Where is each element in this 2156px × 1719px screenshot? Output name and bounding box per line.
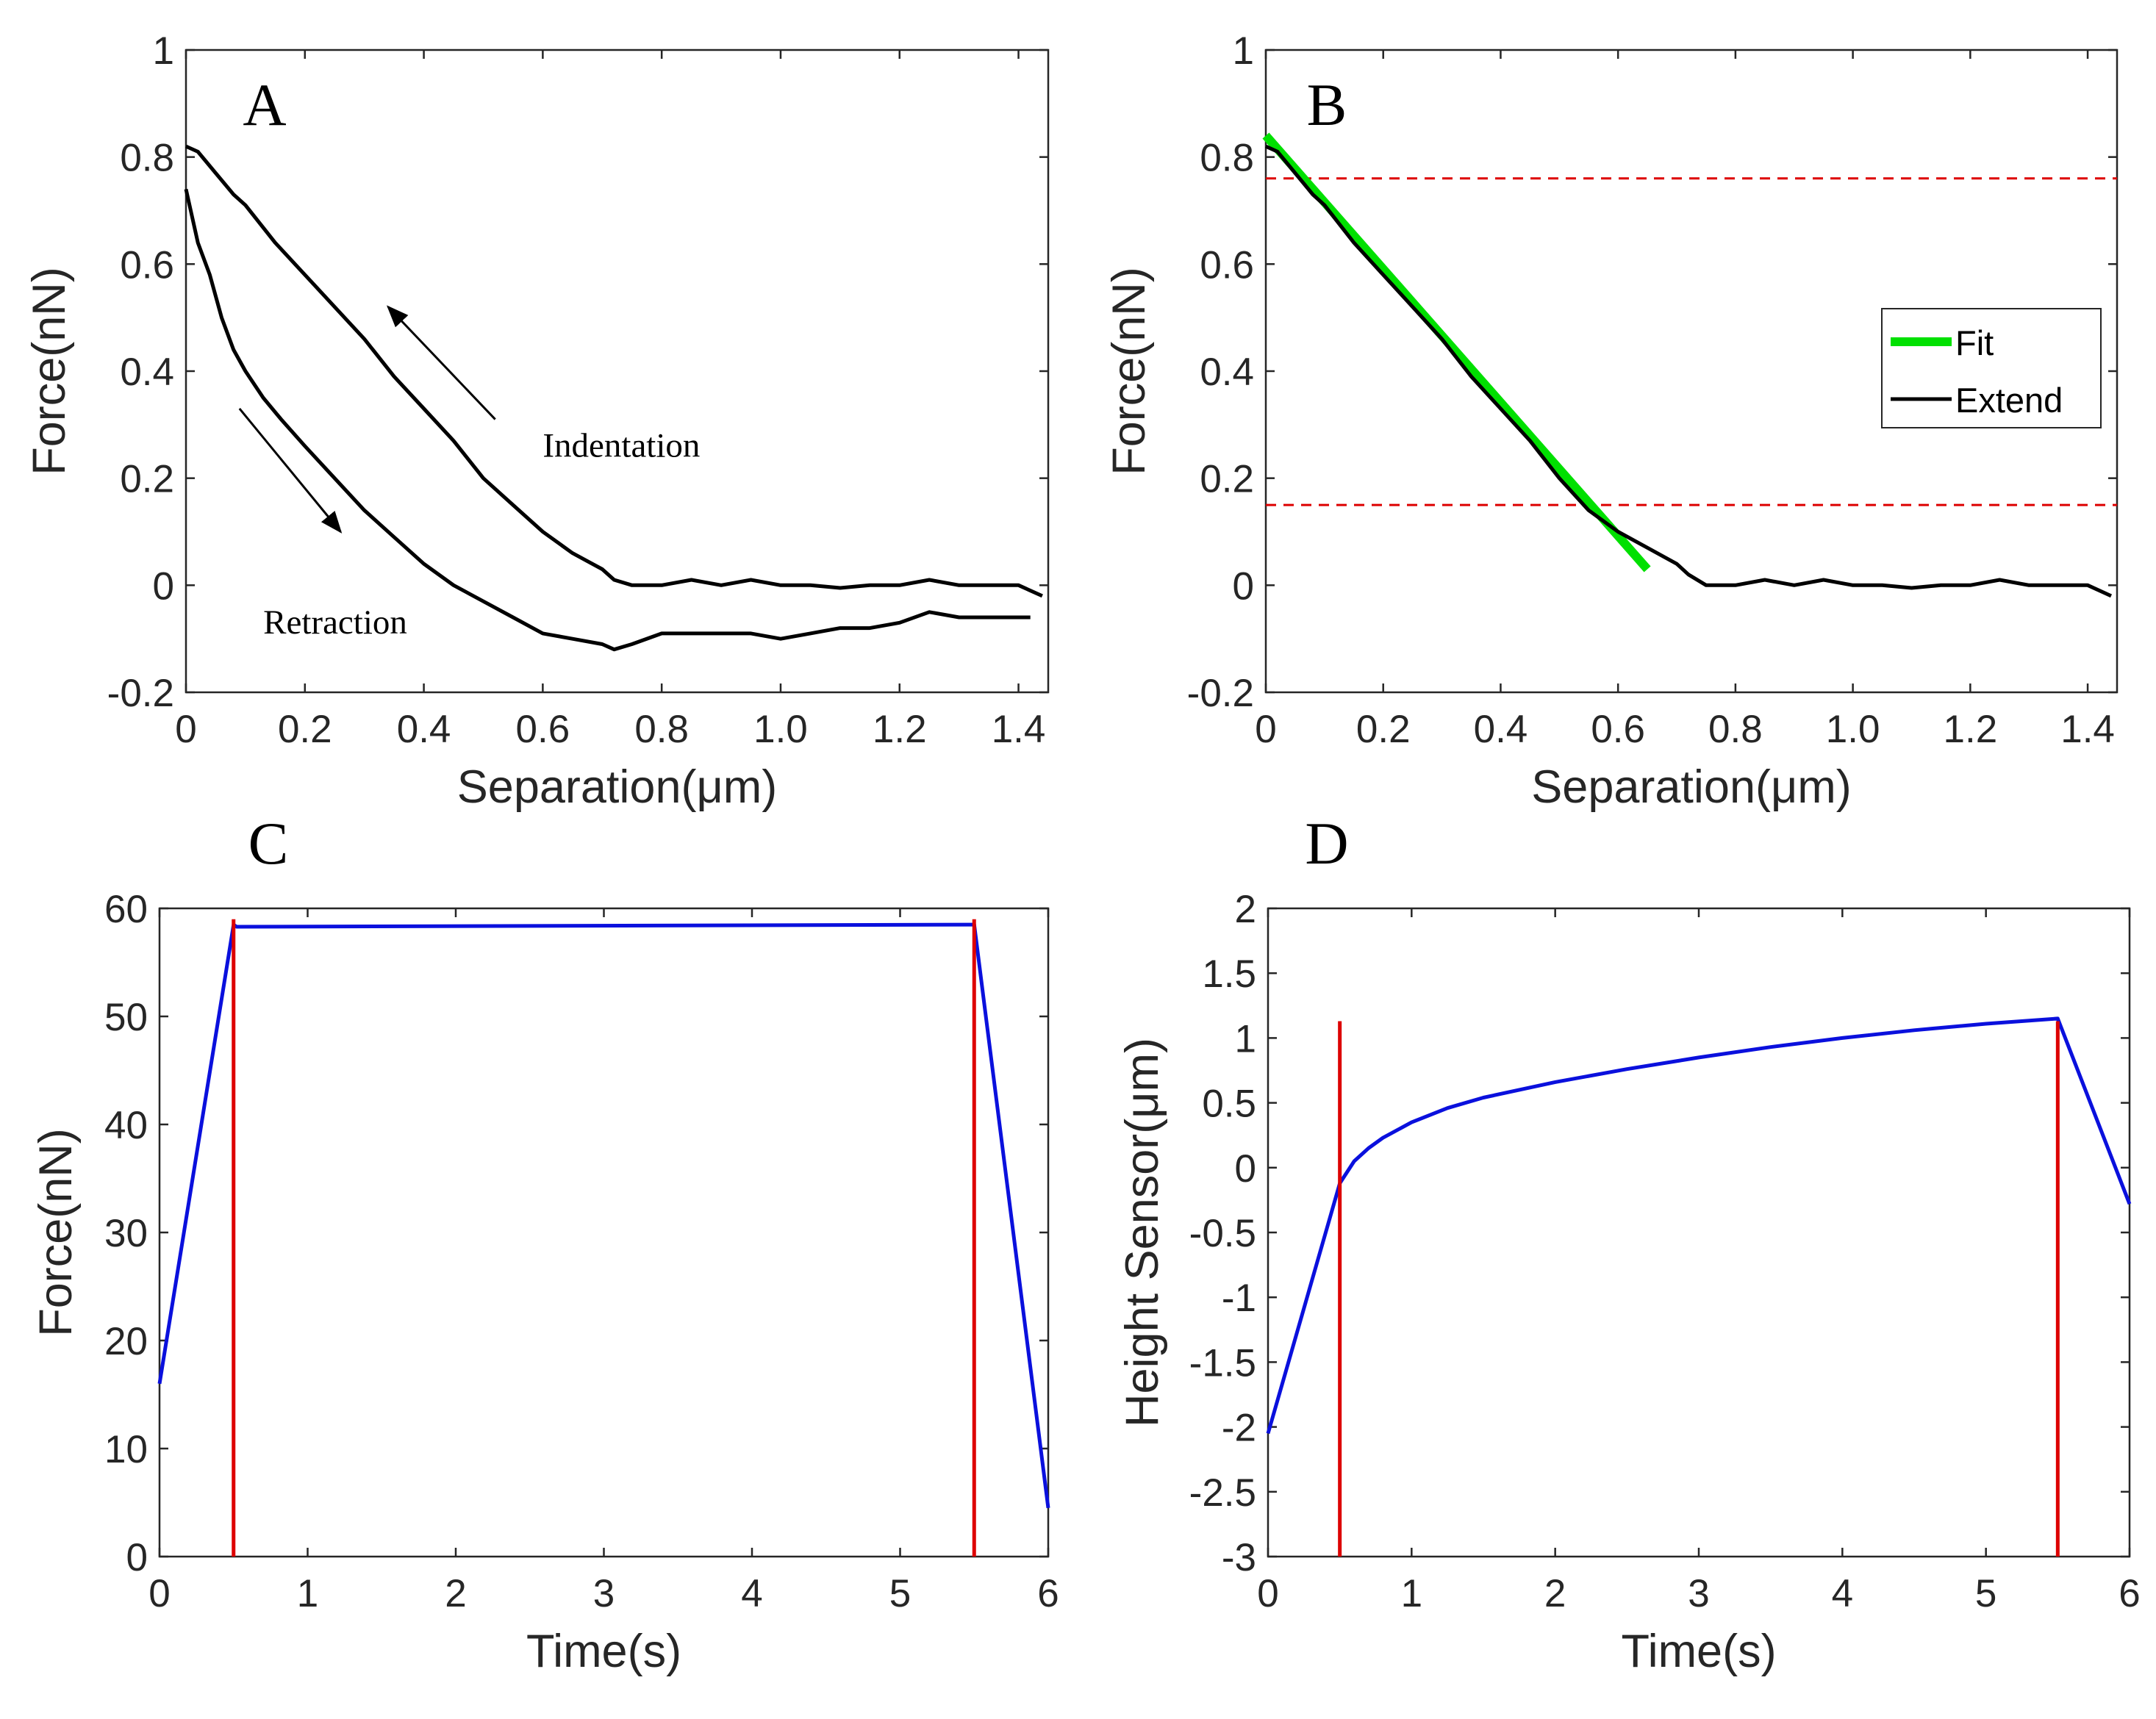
y-tick-label: 2 [1235,888,1256,931]
y-tick-label: -0.2 [107,672,174,715]
y-tick-label: 20 [104,1320,148,1363]
y-tick-label: 60 [104,888,148,931]
y-axis-label: Force(nN) [30,1128,82,1337]
x-tick-label: 0 [1255,708,1276,751]
y-tick-label: 0 [1235,1147,1256,1191]
panel-a: 0 0.2 0.4 0.6 0.8 1.0 1.2 1.4-0.200.20.40.60.81… [24,29,1050,813]
y-tick-label: 0.8 [120,137,174,180]
x-tick-label: 0.8 [1708,708,1763,751]
x-tick-label: 1.2 [873,708,927,751]
x-tick-label: 0.4 [397,708,451,751]
x-tick-label: 1.0 [1826,708,1880,751]
legend-label: Extend [1955,381,2063,420]
y-axis-label: Force(nN) [1103,267,1155,475]
x-tick-label: 3 [1688,1572,1709,1615]
y-tick-label: 1.5 [1202,952,1256,996]
x-tick-label: 1.4 [2060,708,2115,751]
y-tick-label: 0.8 [1200,137,1254,180]
x-tick-label: 3 [593,1572,615,1615]
y-tick-label: 0.2 [120,458,174,501]
series-line-extend [1264,144,2113,598]
y-tick-label: -1.5 [1189,1341,1256,1385]
x-tick-label: 4 [741,1572,762,1615]
y-tick-label: 0.2 [1200,458,1254,501]
y-tick-label: 0.4 [1200,351,1254,394]
legend-label: Fit [1955,323,1994,362]
x-tick-label: 1.0 [753,708,808,751]
y-tick-label: -0.2 [1187,672,1254,715]
series-line-0 [1266,1016,2132,1435]
series-line-0 [185,144,1043,598]
plot-frame [158,907,1050,1558]
series-line-fit [1262,132,1651,573]
panel-d: 0 1 2 3 4 5 6 -3 -2.5 -2 -1.5 -1 -0.5 0 0.5 1 1.5 2 Time(s… [1117,810,2141,1677]
x-axis-label: Time(s) [526,1626,681,1677]
x-tick-label: 0.6 [516,708,570,751]
x-axis-label: Separation(μm) [1531,761,1851,813]
y-tick-label: 10 [104,1428,148,1471]
annotation-retraction: Retraction [263,603,407,642]
x-tick-label: 0.4 [1474,708,1528,751]
panel-letter: C [248,810,289,877]
x-tick-label: 1.4 [992,708,1046,751]
x-tick-label: 0.8 [634,708,689,751]
legend-box [1881,308,2102,428]
y-tick-label: 0 [1233,564,1254,608]
series-line-0 [157,922,1050,1509]
direction-arrow [386,305,496,420]
y-tick-label: 30 [104,1212,148,1255]
x-tick-label: 1 [1401,1572,1422,1615]
y-tick-label: -0.5 [1189,1212,1256,1255]
y-tick-label: 0.6 [1200,243,1254,287]
x-tick-label: 4 [1832,1572,1853,1615]
x-axis-label: Time(s) [1621,1626,1776,1677]
y-tick-label: 1 [1235,1017,1256,1061]
x-tick-label: 0 [148,1572,170,1615]
x-tick-label: 0 [175,708,196,751]
x-axis-label: Separation(μm) [457,761,777,813]
panel-letter: A [243,71,286,138]
x-tick-label: 6 [1037,1572,1059,1615]
y-tick-label: 0 [126,1536,148,1579]
y-tick-label: -2 [1222,1407,1256,1450]
legend: Fit Extend [1881,308,2102,428]
y-tick-label: -2.5 [1189,1471,1256,1515]
x-tick-label: 6 [2119,1572,2140,1615]
x-tick-label: 5 [889,1572,911,1615]
y-tick-label: 0.4 [120,351,174,394]
x-tick-label: 2 [445,1572,466,1615]
y-axis-label: Force(nN) [24,267,75,475]
x-tick-label: 5 [1975,1572,1996,1615]
x-tick-label: 1 [297,1572,318,1615]
y-tick-label: 50 [104,996,148,1039]
y-axis-label: Height Sensor(μm) [1117,1038,1168,1427]
y-tick-label: -1 [1222,1277,1256,1320]
panel-letter: B [1307,71,1347,138]
y-tick-label: 0.5 [1202,1083,1256,1126]
y-tick-label: 0.6 [120,243,174,287]
x-tick-label: 0.6 [1591,708,1645,751]
annotation-indentation: Indentation [542,427,700,465]
y-tick-label: 1 [153,29,174,73]
direction-arrow [238,408,343,534]
plot-frame [185,49,1050,694]
x-tick-label: 0.2 [1356,708,1411,751]
y-tick-label: 1 [1233,29,1254,73]
y-tick-label: 40 [104,1104,148,1147]
x-tick-label: 0.2 [278,708,332,751]
x-tick-label: 2 [1544,1572,1566,1615]
x-tick-label: 1.2 [1944,708,1998,751]
plot-frame [1267,907,2131,1558]
y-tick-label: 0 [153,564,174,608]
panel-letter: D [1305,810,1348,877]
panel-b: 0 0.2 0.4 0.6 0.8 1.0 1.2 1.4-0.200.20.40.60.81… [1103,29,2119,813]
series-line-1 [184,188,1031,652]
y-tick-label: -3 [1222,1536,1256,1579]
x-tick-label: 0 [1257,1572,1278,1615]
